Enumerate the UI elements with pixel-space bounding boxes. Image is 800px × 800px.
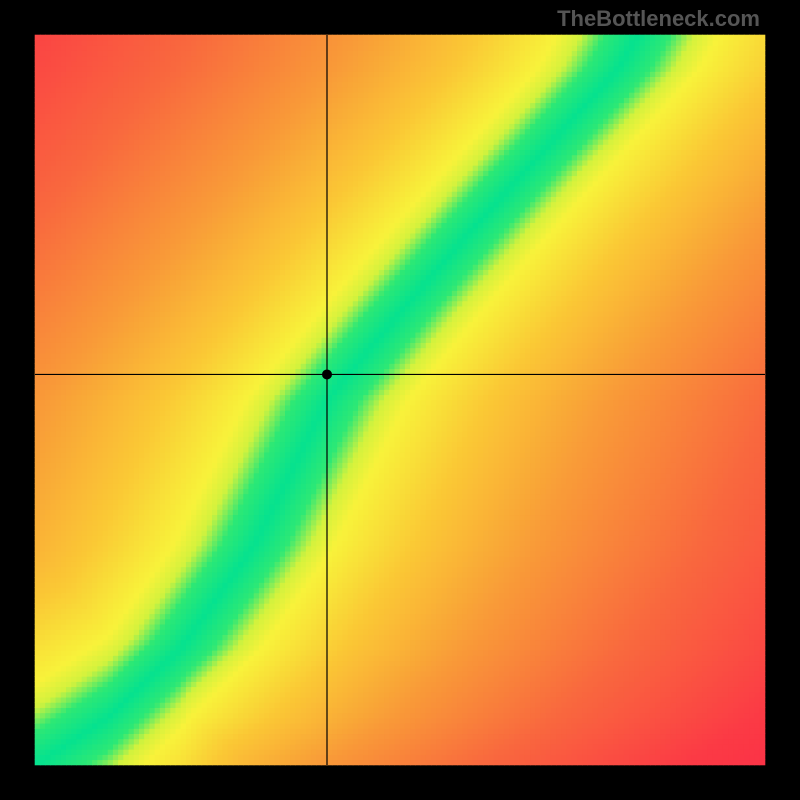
crosshair-dot [322,369,332,379]
watermark-text: TheBottleneck.com [557,6,760,32]
bottleneck-heatmap [0,0,800,800]
